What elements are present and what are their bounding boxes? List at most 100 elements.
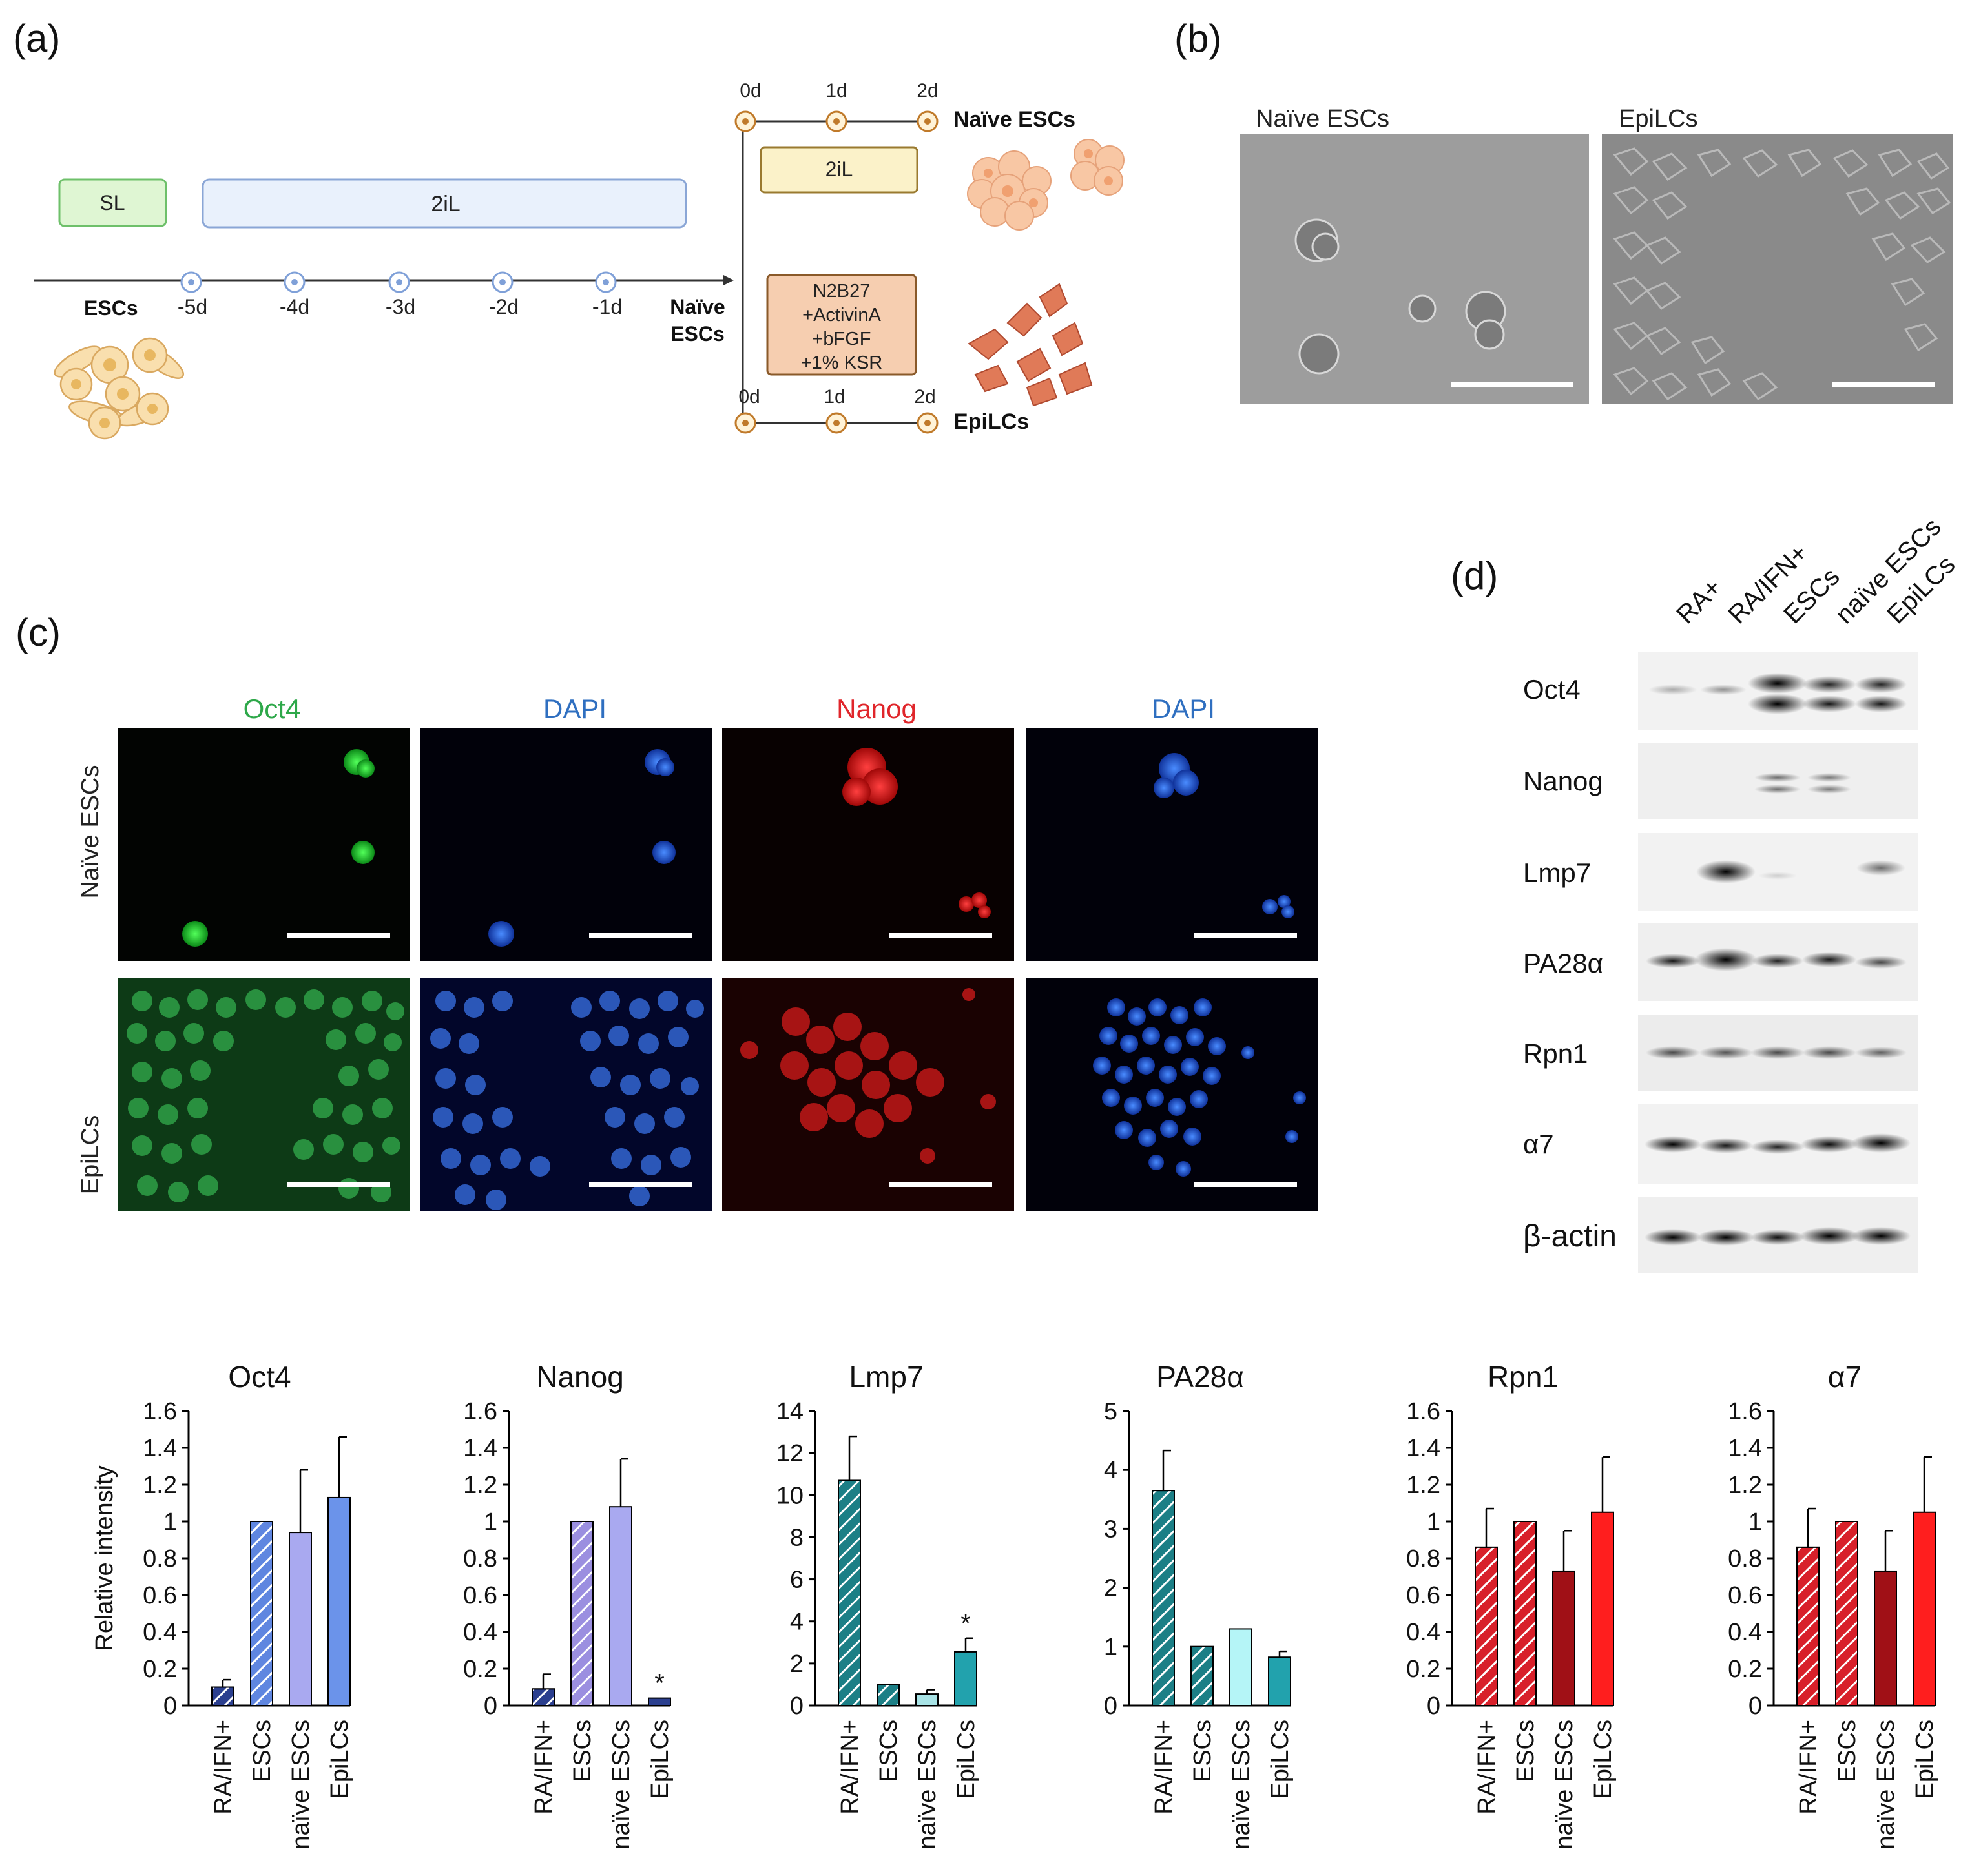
bottom-medium-line: +ActivinA xyxy=(802,305,881,325)
chart-title: Oct4 xyxy=(228,1360,291,1394)
row-label: EpiLCs xyxy=(77,1115,104,1195)
channel-label: DAPI xyxy=(1152,694,1215,724)
blot-bands-nanog xyxy=(1754,773,1851,794)
timeline-point xyxy=(180,271,202,293)
row-label: Naïve ESCs xyxy=(77,765,104,899)
sl-label: SL xyxy=(99,191,125,214)
branch-point xyxy=(734,412,756,434)
branch-point xyxy=(825,110,847,132)
bar-hatch xyxy=(1796,1546,1820,1706)
y-tick-label: 5 xyxy=(1104,1398,1117,1425)
category-label: ESCs xyxy=(569,1720,596,1782)
bottom-medium-box xyxy=(766,274,917,376)
category-label: naïve ESCs xyxy=(1228,1720,1255,1850)
category-label: ESCs xyxy=(1189,1720,1216,1782)
category-label: RA/IFN+ xyxy=(836,1720,864,1815)
lane-label: RA+ xyxy=(1671,573,1727,629)
panel-b: Naïve ESCs EpiLCs xyxy=(1240,105,1953,404)
if-image-dapi-epilc-1 xyxy=(420,978,712,1211)
category-label: RA/IFN+ xyxy=(210,1720,237,1815)
bar-hatch xyxy=(1190,1645,1214,1707)
bottom-result-label: EpiLCs xyxy=(953,409,1029,434)
y-tick-label: 1 xyxy=(163,1509,177,1536)
bar-chart-5: α7 0 0.2 0.4 0.6 0.8 1 1.2 1.4 1.6 RA/IFN+ ESCs naïv… xyxy=(1728,1360,1938,1850)
epilc-cells-illustration xyxy=(968,283,1093,407)
y-tick-label: 0.8 xyxy=(143,1545,177,1572)
scale-bar xyxy=(889,1182,992,1187)
y-tick-label: 1 xyxy=(1104,1634,1117,1661)
category-label: ESCs xyxy=(1512,1720,1539,1782)
naive-label-line1: Naïve xyxy=(670,295,725,318)
protein-label: Lmp7 xyxy=(1523,858,1591,888)
bottom-medium-line: +1% KSR xyxy=(801,353,883,373)
y-tick-label: 0.6 xyxy=(1406,1582,1440,1609)
timeline-point xyxy=(595,271,617,293)
bar-chart-1: Nanog 0 0.2 0.4 0.6 0.8 1 1.2 1.4 1.6 RA/IFN+ ESCs n… xyxy=(463,1360,674,1850)
blot-bands-pa28a xyxy=(1646,948,1907,971)
timeline-arrow-2 xyxy=(723,275,734,285)
bar-chart-4: Rpn1 0 0.2 0.4 0.6 0.8 1 1.2 1.4 1.6 RA/IFN+ ESCs na… xyxy=(1406,1360,1617,1850)
category-label: EpiLCs xyxy=(326,1720,353,1799)
category-label: RA/IFN+ xyxy=(1795,1720,1822,1815)
y-tick-label: 0 xyxy=(1427,1693,1440,1720)
bar xyxy=(648,1697,671,1707)
y-tick-label: 0.8 xyxy=(463,1545,497,1572)
bar-hatch xyxy=(838,1479,861,1706)
scale-bar xyxy=(1194,933,1297,938)
y-tick-label: 6 xyxy=(790,1567,804,1594)
y-tick-label: 1.6 xyxy=(463,1398,497,1425)
micrograph-epilc xyxy=(1602,134,1953,404)
y-tick-label: 4 xyxy=(1104,1457,1117,1484)
y-tick-label: 1.4 xyxy=(143,1435,177,1462)
y-tick-label: 12 xyxy=(776,1440,804,1467)
sl-box xyxy=(58,178,167,227)
bar-hatch xyxy=(211,1686,234,1706)
scale-bar xyxy=(589,933,692,938)
y-tick-label: 1.2 xyxy=(1728,1472,1762,1499)
chart-title: PA28α xyxy=(1156,1360,1244,1394)
channel-label: DAPI xyxy=(543,694,607,724)
naive-colony-illustration xyxy=(967,139,1125,231)
dapi-epilc-nuclei xyxy=(430,991,704,1210)
branch-point xyxy=(917,110,939,132)
bar xyxy=(1268,1656,1291,1707)
bar xyxy=(1591,1511,1614,1706)
y-tick-label: 1 xyxy=(1748,1509,1762,1536)
category-label: EpiLCs xyxy=(953,1720,980,1799)
protein-label: Rpn1 xyxy=(1523,1038,1588,1069)
panel-label-a: (a) xyxy=(13,17,60,60)
nanog-epilc-cells xyxy=(740,988,996,1164)
scale-bar xyxy=(1832,382,1935,387)
y-tick-label: 0.2 xyxy=(1728,1656,1762,1683)
category-label: EpiLCs xyxy=(1911,1720,1938,1799)
day-label: -4d xyxy=(280,295,309,318)
scale-bar xyxy=(589,1182,692,1187)
y-tick-label: 1.4 xyxy=(1406,1435,1440,1462)
naive-label-line2: ESCs xyxy=(670,322,725,345)
protein-label: PA28α xyxy=(1523,948,1603,978)
esc-cell-nuclei xyxy=(71,349,158,428)
y-tick-label: 0.6 xyxy=(1728,1582,1762,1609)
branch-point xyxy=(917,412,939,434)
y-tick-label: 1.6 xyxy=(1406,1398,1440,1425)
scale-bar xyxy=(287,933,390,938)
micrograph-naive xyxy=(1240,134,1589,404)
oct4-colonies xyxy=(182,749,375,947)
bar xyxy=(327,1496,351,1706)
y-tick-label: 1.4 xyxy=(463,1435,497,1462)
bar-chart-2: Lmp7 0 2 4 6 8 10 12 14 RA/IFN+ ESCs naïve ESCs * Epi… xyxy=(776,1360,980,1850)
top-result-label: Naïve ESCs xyxy=(953,107,1075,132)
branch-day-label: 0d xyxy=(740,80,761,101)
blot-bands-oct4 xyxy=(1648,673,1907,714)
epilc-texture xyxy=(1613,147,1951,400)
y-tick-label: 1.4 xyxy=(1728,1435,1762,1462)
y-tick-label: 0 xyxy=(484,1693,497,1720)
y-tick-label: 0.8 xyxy=(1406,1545,1440,1572)
branch-day-label: 0d xyxy=(738,386,760,407)
top-medium-label: 2iL xyxy=(825,158,853,181)
panel-label-d: (d) xyxy=(1451,554,1498,597)
y-tick-label: 0.6 xyxy=(143,1582,177,1609)
y-axis-label: Relative intensity xyxy=(91,1465,118,1651)
branch-point xyxy=(825,412,847,434)
